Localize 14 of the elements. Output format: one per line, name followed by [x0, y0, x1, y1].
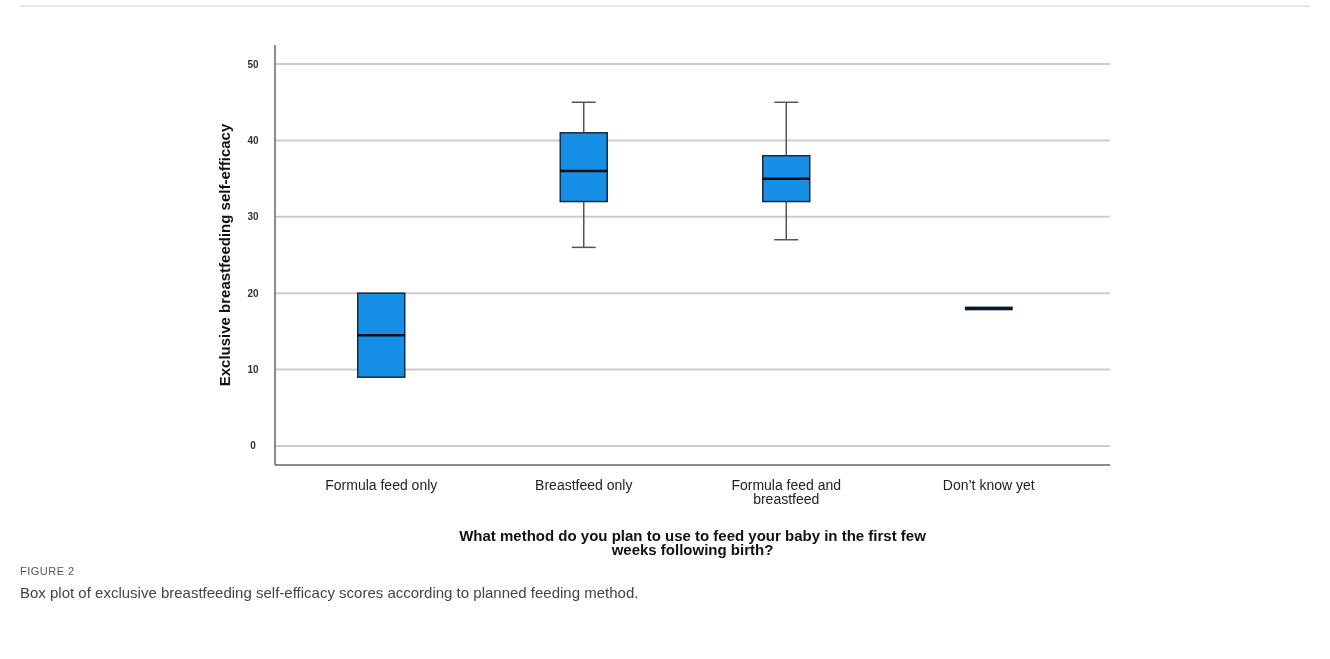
y-tick-label: 50 [247, 58, 259, 70]
y-axis-title: Exclusive breastfeeding self-efficacy [216, 123, 233, 387]
x-tick-label: Breastfeed only [535, 477, 633, 493]
y-tick-label: 0 [250, 440, 257, 452]
text: Box plot of exclusive breastfeeding self-efficacy scores according to planned feeding method. [20, 584, 639, 601]
y-tick-label: 20 [247, 287, 259, 299]
y-tick-label: 40 [247, 134, 259, 146]
caption: FIGURE 2 [20, 565, 75, 577]
x-axis-title: What method do you plan to use to feed your baby in the first few weeks following birth? [459, 527, 927, 558]
y-tick-label: 10 [247, 364, 259, 376]
x-tick-label: Formula feed and breastfeed [731, 477, 842, 507]
x-tick-label: Don’t know yet [942, 477, 1035, 493]
x-tick-label: Formula feed only [325, 477, 438, 493]
y-tick-label: 30 [247, 211, 259, 223]
